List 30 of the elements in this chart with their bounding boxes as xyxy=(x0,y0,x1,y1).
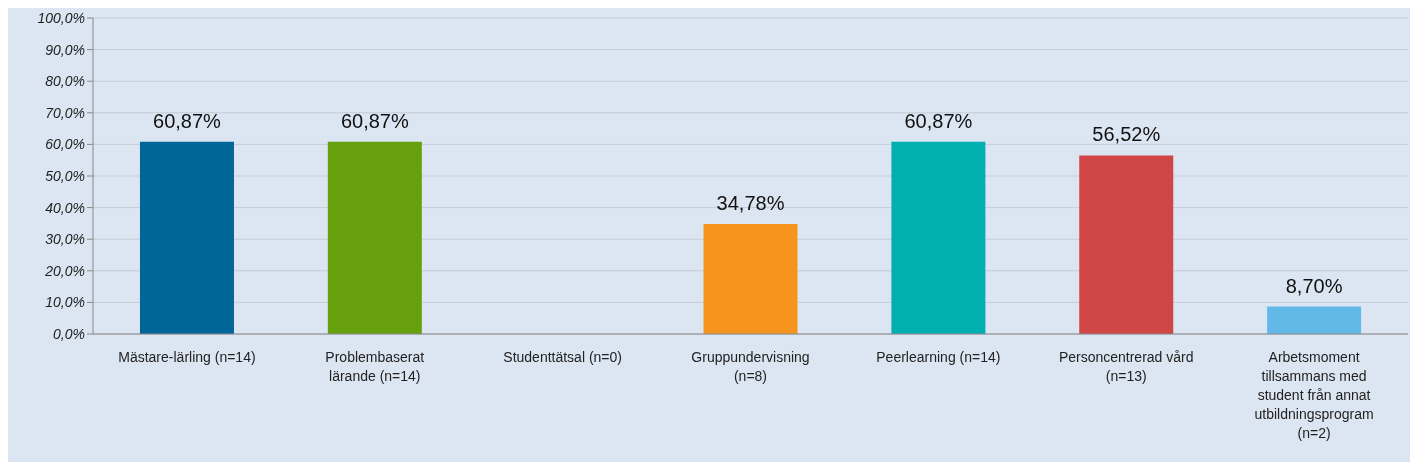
bar xyxy=(703,224,798,334)
y-tick-label: 20,0% xyxy=(44,262,85,279)
y-tick-label: 90,0% xyxy=(45,41,85,58)
y-tick-label: 40,0% xyxy=(45,199,85,216)
y-tick-label: 0,0% xyxy=(53,325,85,342)
x-tick-label: Personcentrerad vård (n=13) xyxy=(1058,349,1194,384)
data-label: 8,70% xyxy=(1285,274,1343,297)
x-tick-label: Mästare-lärling (n=14) xyxy=(118,349,256,365)
bar xyxy=(139,141,234,334)
x-tick-label: Peerlearning (n=14) xyxy=(876,349,1001,365)
y-tick-label: 60,0% xyxy=(45,136,85,153)
x-tick-label: Arbetsmoment tillsammans med student från annat utbildningsprogram (n=2) xyxy=(1254,349,1374,441)
bar xyxy=(1267,306,1362,334)
data-label: 60,87% xyxy=(153,109,222,132)
bar xyxy=(327,141,422,334)
y-tick-label: 80,0% xyxy=(45,73,85,90)
data-label: 56,52% xyxy=(1092,123,1161,146)
y-tick-label: 50,0% xyxy=(45,167,85,184)
x-tick-label: Problembaserat lärande (n=14) xyxy=(325,349,425,384)
bar xyxy=(891,141,986,334)
data-label: 60,87% xyxy=(340,109,409,132)
y-tick-label: 30,0% xyxy=(45,231,85,248)
y-tick-label: 100,0% xyxy=(37,9,85,26)
x-tick-label: Gruppundervisning (n=8) xyxy=(691,349,810,384)
data-label: 60,87% xyxy=(904,109,973,132)
y-tick-label: 70,0% xyxy=(45,104,85,121)
data-label: 34,78% xyxy=(716,192,785,215)
x-tick-label: Studenttätsal (n=0) xyxy=(503,349,622,365)
y-tick-label: 10,0% xyxy=(45,294,85,311)
bar xyxy=(1079,155,1174,334)
